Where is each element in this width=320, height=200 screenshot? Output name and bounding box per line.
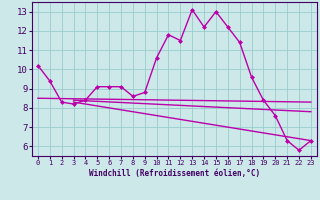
X-axis label: Windchill (Refroidissement éolien,°C): Windchill (Refroidissement éolien,°C) xyxy=(89,169,260,178)
